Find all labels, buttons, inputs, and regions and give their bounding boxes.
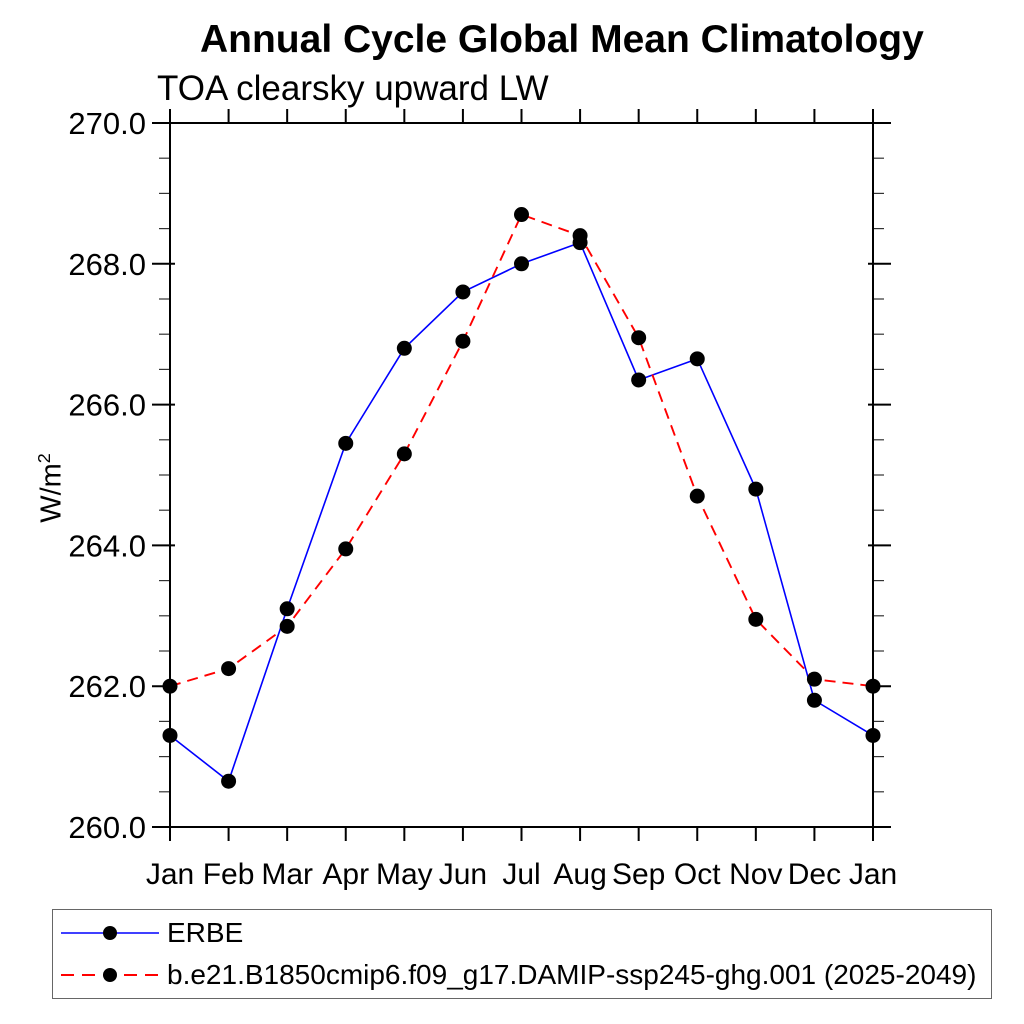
- legend-item-model: b.e21.B1850cmip6.f09_g17.DAMIP-ssp245-gh…: [53, 954, 991, 996]
- series-line-model: [169, 213, 874, 688]
- y-tick-label: 260.0: [68, 810, 146, 845]
- data-point-erbe-jan: [162, 727, 178, 743]
- data-point-model-aug: [572, 228, 588, 244]
- data-point-model-apr: [338, 541, 354, 557]
- data-point-model-feb: [221, 661, 237, 677]
- y-tick-label: 266.0: [68, 388, 146, 423]
- chart-subtitle: TOA clearsky upward LW: [157, 69, 549, 108]
- x-tick-label: May: [376, 858, 433, 891]
- data-point-model-sep: [631, 330, 647, 346]
- data-point-erbe-apr: [338, 435, 354, 451]
- legend-label-erbe: ERBE: [167, 917, 244, 948]
- data-point-erbe-sep: [631, 372, 647, 388]
- data-point-model-jan: [865, 678, 881, 694]
- chart-title: Annual Cycle Global Mean Climatology: [200, 18, 924, 61]
- data-point-erbe-jul: [514, 256, 529, 272]
- x-tick-label: Apr: [322, 858, 369, 891]
- y-tick-label: 262.0: [68, 669, 146, 704]
- data-point-erbe-feb: [221, 773, 237, 789]
- x-tick-label: Jun: [439, 858, 487, 891]
- x-tick-label: Aug: [553, 858, 606, 891]
- data-point-erbe-oct: [689, 351, 705, 367]
- data-point-model-jul: [514, 207, 529, 223]
- data-point-erbe-may: [396, 340, 412, 356]
- data-point-model-jan: [162, 678, 178, 694]
- x-tick-label: Sep: [612, 858, 665, 891]
- legend-swatch-model: [61, 968, 159, 982]
- data-point-erbe-jun: [455, 284, 471, 300]
- x-tick-label: Mar: [261, 858, 313, 891]
- x-tick-label: Dec: [788, 858, 841, 891]
- x-tick-label: Jan: [849, 858, 897, 891]
- data-point-model-may: [396, 446, 412, 462]
- plot-border: [169, 122, 874, 828]
- legend-swatch-erbe: [61, 926, 159, 940]
- data-point-erbe-mar: [279, 601, 295, 617]
- x-tick-label: Feb: [203, 858, 255, 891]
- y-tick-label: 270.0: [68, 106, 146, 141]
- data-point-model-nov: [748, 611, 764, 627]
- x-tick-label: Jan: [146, 858, 194, 891]
- data-point-erbe-nov: [748, 481, 764, 497]
- data-point-model-dec: [806, 671, 822, 687]
- data-point-model-mar: [279, 618, 295, 634]
- legend-label-model: b.e21.B1850cmip6.f09_g17.DAMIP-ssp245-gh…: [167, 959, 977, 990]
- y-tick-label: 264.0: [68, 528, 146, 563]
- x-tick-label: Oct: [674, 858, 721, 891]
- legend-item-erbe: ERBE: [53, 912, 991, 954]
- x-tick-label: Jul: [502, 858, 540, 891]
- legend: ERBE b.e21.B1850cmip6.f09_g17.DAMIP-ssp2…: [52, 909, 992, 999]
- x-tick-label: Nov: [729, 858, 782, 891]
- data-point-erbe-dec: [806, 692, 822, 708]
- y-tick-label: 268.0: [68, 247, 146, 282]
- data-point-model-oct: [689, 488, 705, 504]
- series-line-erbe: [169, 241, 874, 783]
- data-point-erbe-jan: [865, 727, 881, 743]
- data-point-model-jun: [455, 333, 471, 349]
